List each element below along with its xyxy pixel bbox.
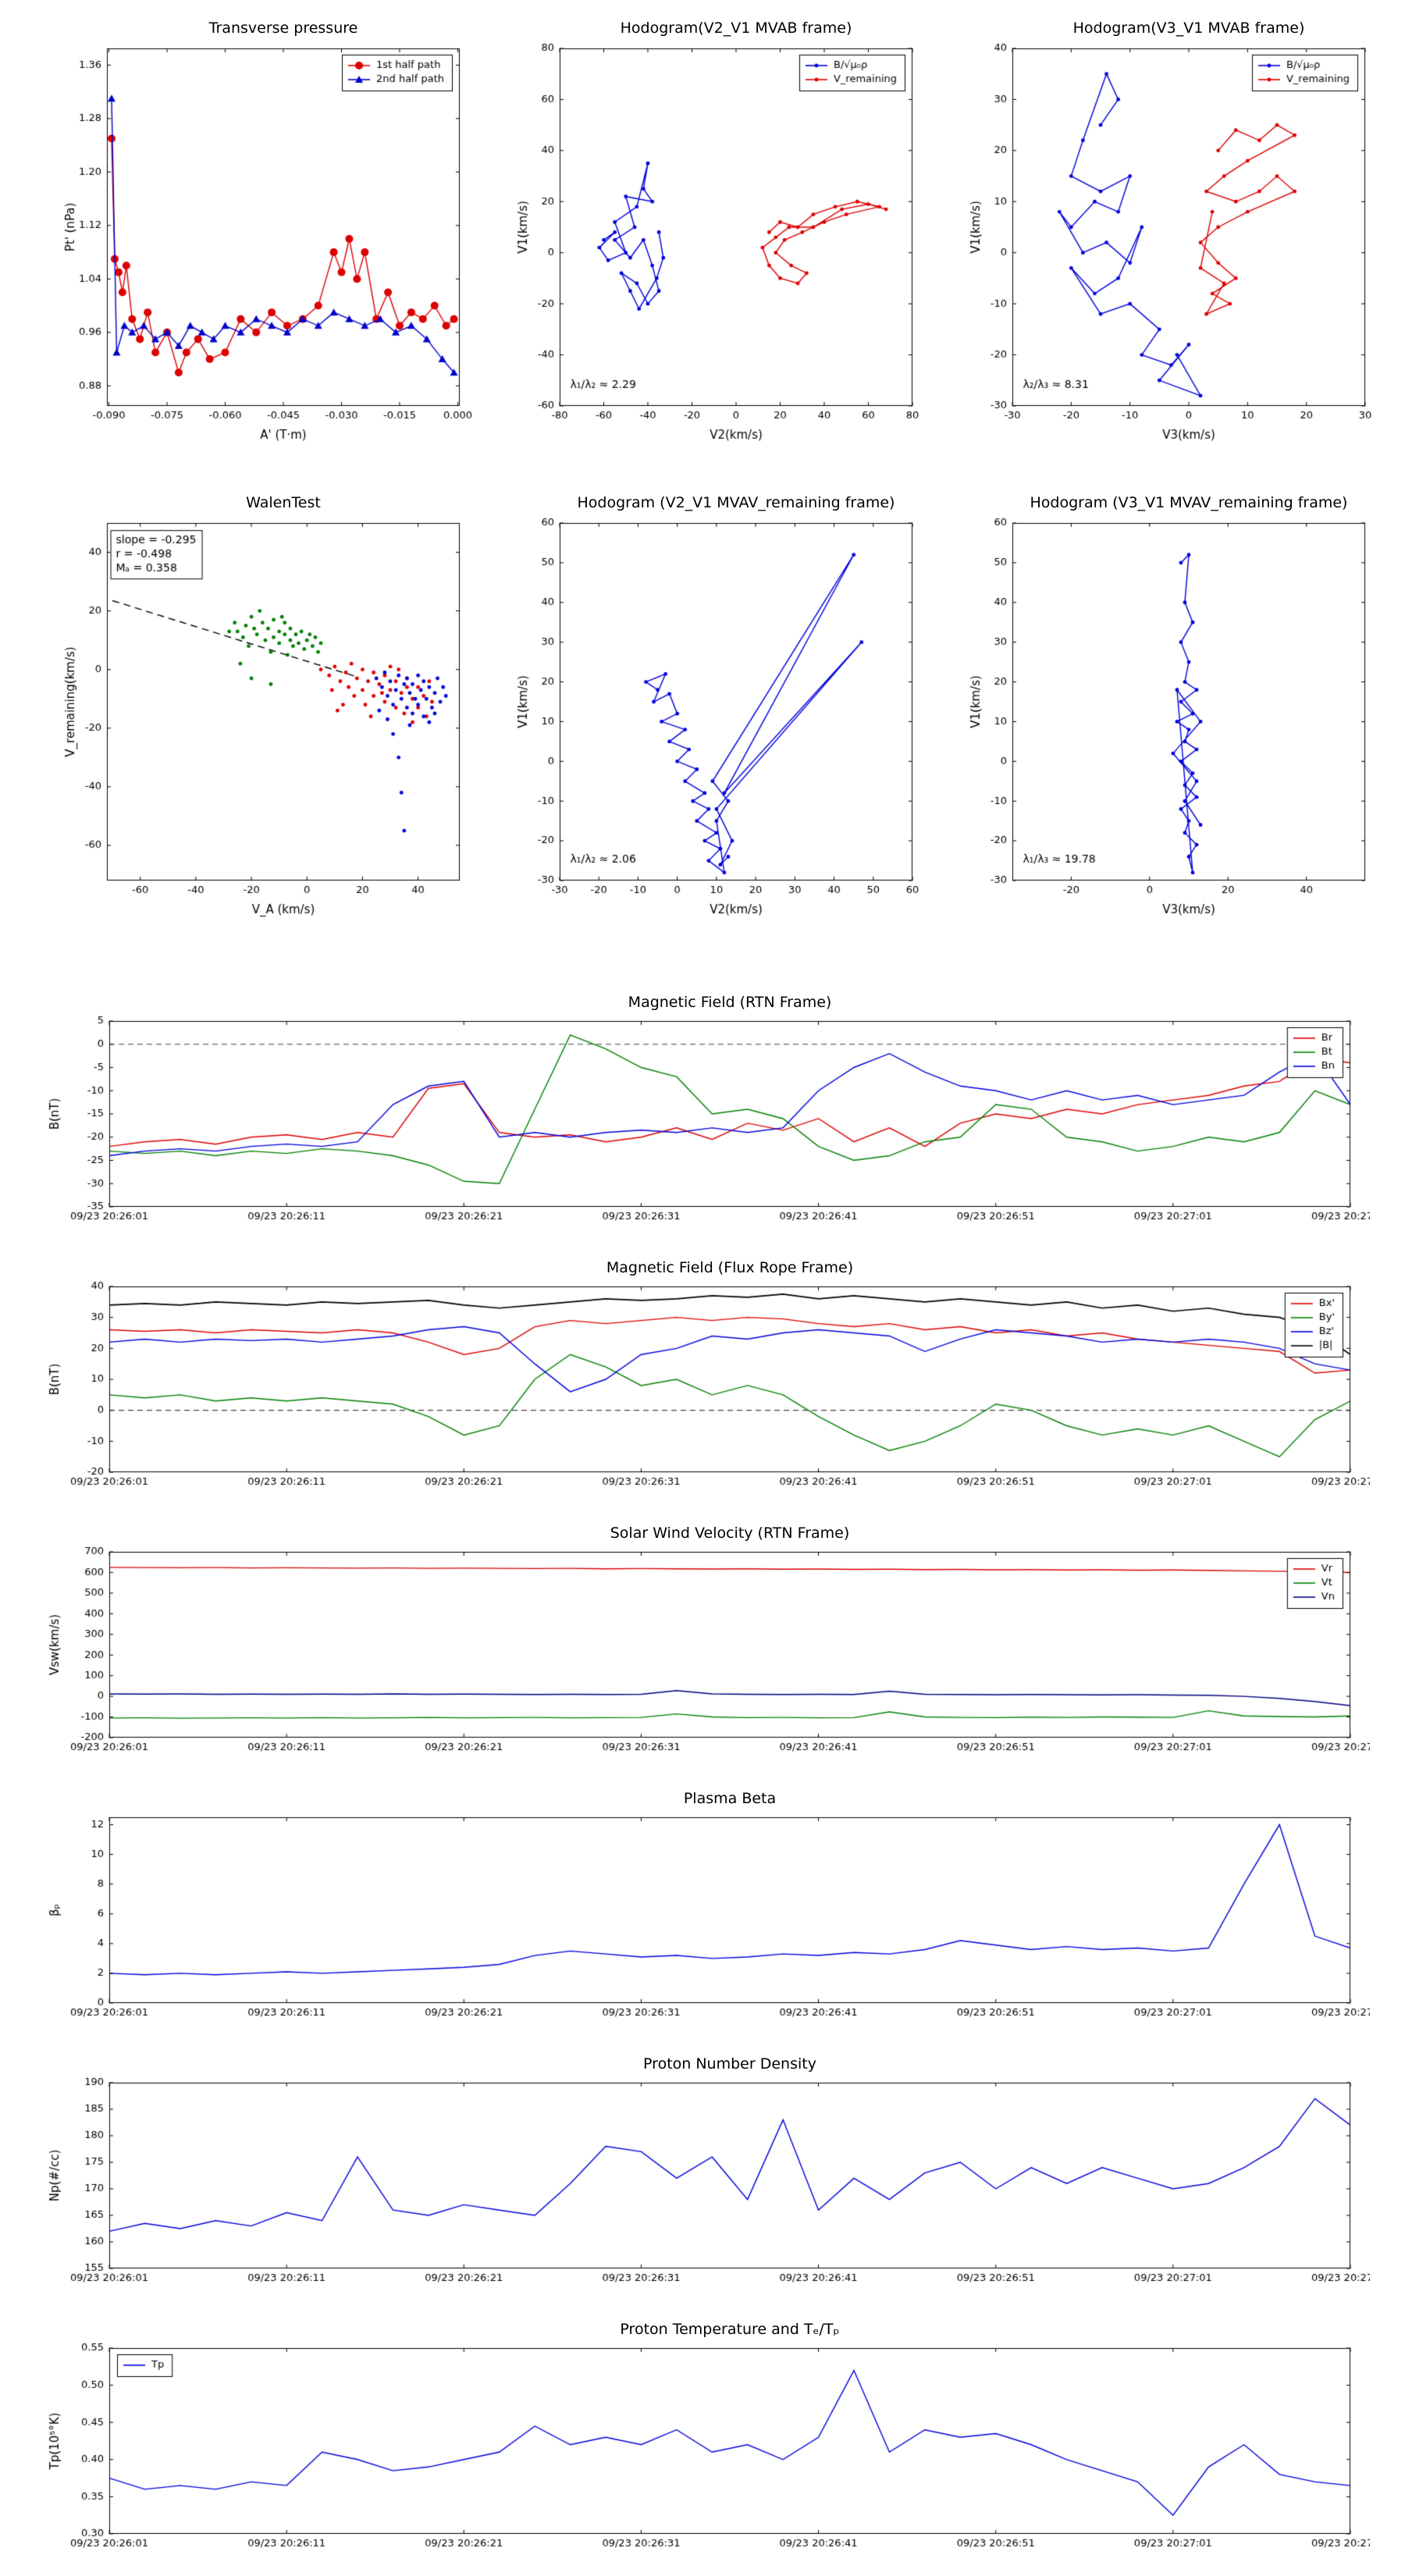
panel-hodogram-v3v1-mvav: Hodogram (V3_V1 MVAV_remaining frame) [964, 492, 1378, 920]
magnetic-field-rtn-plot [43, 1013, 1370, 1240]
panel-transverse-pressure: Transverse pressure [59, 17, 472, 445]
solar-wind-velocity-plot [43, 1544, 1370, 1770]
hodogram-v3v1-mvav-plot [964, 514, 1378, 920]
chart-title-magnetic-field-rtn: Magnetic Field (RTN Frame) [628, 994, 832, 1011]
chart-title-solar-wind-velocity: Solar Wind Velocity (RTN Frame) [610, 1525, 850, 1542]
chart-title-walen-test: WalenTest [246, 494, 321, 511]
chart-title-hodogram-v2v1-mvab: Hodogram(V2_V1 MVAB frame) [620, 20, 852, 37]
hodogram-v2v1-mvav-plot [511, 514, 925, 920]
chart-title-proton-number-density: Proton Number Density [643, 2055, 816, 2073]
chart-title-plasma-beta: Plasma Beta [683, 1790, 777, 1807]
proton-number-density-plot [43, 2075, 1370, 2301]
chart-title-magnetic-field-flux-rope: Magnetic Field (Flux Rope Frame) [606, 1259, 854, 1276]
panel-walen-test: WalenTest [59, 492, 472, 920]
panel-hodogram-v2v1-mvav: Hodogram (V2_V1 MVAV_remaining frame) [511, 492, 925, 920]
panel-solar-wind-velocity: Solar Wind Velocity (RTN Frame) [43, 1522, 1370, 1770]
transverse-pressure-plot [59, 39, 472, 445]
plasma-beta-plot [43, 1809, 1370, 2036]
chart-title-hodogram-v2v1-mvav: Hodogram (V2_V1 MVAV_remaining frame) [577, 494, 895, 511]
panel-magnetic-field-rtn: Magnetic Field (RTN Frame) [43, 991, 1370, 1240]
panel-hodogram-v3v1-mvab: Hodogram(V3_V1 MVAB frame) [964, 17, 1378, 445]
chart-title-proton-temperature: Proton Temperature and Tₑ/Tₚ [620, 2321, 840, 2338]
chart-title-hodogram-v3v1-mvav: Hodogram (V3_V1 MVAV_remaining frame) [1030, 494, 1348, 511]
proton-temperature-plot [43, 2340, 1370, 2567]
panel-plasma-beta: Plasma Beta [43, 1788, 1370, 2036]
chart-title-hodogram-v3v1-mvab: Hodogram(V3_V1 MVAB frame) [1072, 20, 1305, 37]
panel-proton-number-density: Proton Number Density [43, 2053, 1370, 2301]
panel-magnetic-field-flux-rope: Magnetic Field (Flux Rope Frame) [43, 1257, 1370, 1505]
hodogram-v2v1-mvab-plot [511, 39, 925, 445]
panel-proton-temperature: Proton Temperature and Tₑ/Tₚ [43, 2318, 1370, 2567]
chart-title-transverse-pressure: Transverse pressure [208, 20, 358, 37]
hodogram-v3v1-mvab-plot [964, 39, 1378, 445]
walen-test-plot [59, 514, 472, 920]
magnetic-field-flux-rope-plot [43, 1279, 1370, 1505]
panel-hodogram-v2v1-mvab: Hodogram(V2_V1 MVAB frame) [511, 17, 925, 445]
